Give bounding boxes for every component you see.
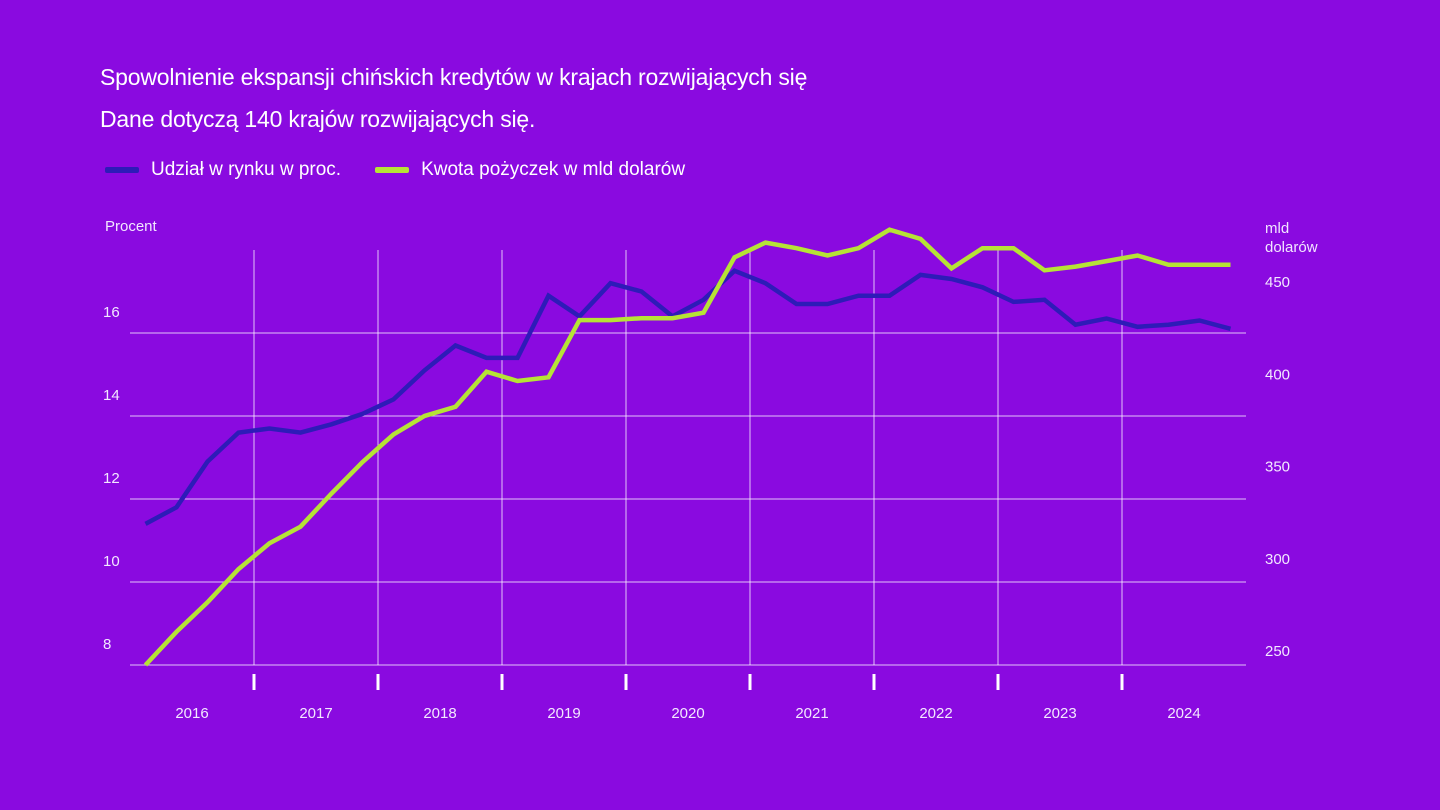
x-tick-mark [376,674,380,690]
series-line-loan-amount[interactable] [143,227,1231,667]
x-tick-mark [500,674,504,690]
x-tick-label: 2019 [547,705,580,722]
y-right-tick-label: 300 [1265,551,1290,568]
x-tick-label: 2024 [1167,705,1200,722]
right-axis-title: mld dolarów [1265,219,1355,257]
x-tick-label: 2016 [175,705,208,722]
x-tick-mark [748,674,752,690]
y-right-tick-label: 250 [1265,643,1290,660]
x-tick-label: 2021 [795,705,828,722]
x-tick-mark [996,674,1000,690]
y-right-tick-label: 350 [1265,459,1290,476]
legend-item-loan-amount[interactable]: Kwota pożyczek w mld dolarów [375,159,685,181]
series-lines [143,227,1232,667]
x-tick-label: 2022 [919,705,952,722]
legend-label-market-share: Udział w rynku w proc. [151,159,342,180]
y-left-tick-label: 16 [103,304,120,321]
y-right-tick-label: 400 [1265,366,1290,383]
axis-ticks: 8 10 12 14 16 250 300 350 400 450 2016 2017 2018 2019… [103,274,1290,722]
chart-title: Spowolnienie ekspansji chińskich kredytó… [100,64,808,90]
right-axis-title-line2: dolarów [1265,239,1318,256]
grid [130,250,1246,666]
y-left-tick-label: 8 [103,636,111,653]
x-tick-mark [1120,674,1124,690]
x-tick-mark [624,674,628,690]
x-tick-label: 2017 [299,705,332,722]
right-axis-title-line1: mld [1265,220,1290,237]
left-axis-title: Procent [105,218,157,235]
x-tick-mark [252,674,256,690]
legend-swatch-loan-amount [375,167,410,173]
y-left-tick-label: 12 [103,470,120,487]
chart-subtitle: Dane dotyczą 140 krajów rozwijających si… [100,106,536,132]
x-tick-label: 2020 [671,705,704,722]
chart-legend: Udział w rynku w proc. Kwota pożyczek w … [105,155,719,185]
legend-swatch-market-share [105,167,139,173]
legend-label-loan-amount: Kwota pożyczek w mld dolarów [421,159,686,180]
y-left-tick-label: 10 [103,553,120,570]
x-tick-label: 2018 [423,705,456,722]
y-left-tick-label: 14 [103,387,120,404]
series-line-market-share[interactable] [144,268,1232,526]
legend-item-market-share[interactable]: Udział w rynku w proc. [105,159,341,181]
y-right-tick-label: 450 [1265,274,1290,291]
x-tick-label: 2023 [1043,705,1076,722]
x-tick-mark [872,674,876,690]
